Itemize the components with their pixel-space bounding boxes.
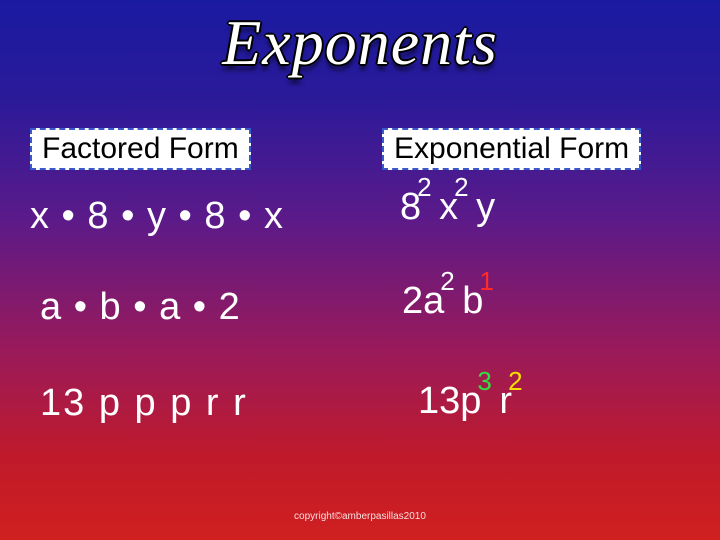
r2-exp1: 2: [440, 266, 454, 297]
r1-base1: 8 2: [400, 186, 421, 229]
r3-coef: 13: [418, 380, 460, 422]
copyright-text: copyright©amberpasillas2010: [0, 511, 720, 522]
r3-exp1: 3: [477, 366, 491, 397]
title-container: Exponents: [0, 6, 720, 80]
r3-base1: p 3: [460, 380, 481, 423]
r2-base2: b 1: [462, 280, 483, 323]
r1-base2: x 2: [439, 186, 458, 229]
r1-exp2: 2: [454, 172, 468, 203]
row2-exponential: 2 a 2 b 1: [402, 280, 483, 323]
header-exponential-form: Exponential Form: [382, 128, 641, 170]
row2-factored: a • b • a • 2: [40, 286, 241, 329]
slide-background: [0, 0, 720, 540]
slide-title: Exponents: [222, 6, 498, 80]
row3-exponential: 13 p 3 r 2: [418, 380, 512, 423]
r1-exp1: 2: [417, 172, 431, 203]
r1-base3: y: [476, 186, 495, 228]
r2-exp2: 1: [479, 266, 493, 297]
r3-exp2: 2: [508, 366, 522, 397]
row1-factored: x • 8 • y • 8 • x: [30, 195, 284, 238]
r3-base2: r 2: [499, 380, 512, 423]
row1-exponential: 8 2 x 2 y: [400, 186, 495, 229]
row3-factored: 13 p p p r r: [40, 382, 248, 425]
header-factored-form: Factored Form: [30, 128, 251, 170]
r2-base1: a 2: [423, 280, 444, 323]
r2-coef: 2: [402, 280, 423, 322]
